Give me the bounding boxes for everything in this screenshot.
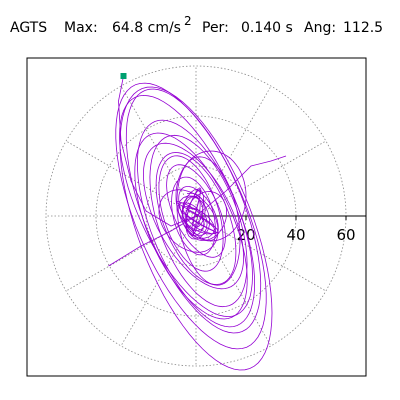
chart-header: AGTS Max: 64.8 cm/s 2 Per: 0.140 s Ang: … [0, 14, 400, 38]
station-code: AGTS [10, 20, 48, 36]
period-value: 0.140 s [241, 20, 293, 36]
grid-spoke-60 [195, 85, 272, 217]
max-label: Max: [64, 20, 98, 36]
orbit-loop-8 [134, 132, 248, 320]
max-unit-exponent: 2 [184, 14, 192, 28]
angle-label: Ang: [304, 20, 337, 36]
orbit-loop-3 [166, 164, 226, 258]
period-label: Per: [202, 20, 229, 36]
orbit-loop-9 [136, 119, 256, 328]
orbit-loop-5 [155, 152, 237, 285]
angle-value: 112.5 [343, 20, 384, 36]
start-marker [120, 73, 127, 79]
orbit-loop-7 [149, 134, 248, 308]
plot-frame [26, 57, 367, 377]
grid-spoke-300 [195, 215, 272, 347]
radial-tick-label-60: 60 [336, 226, 355, 244]
orbit-spike [108, 155, 287, 267]
grid-spoke-240 [120, 215, 197, 347]
orbit-loop-10 [119, 94, 253, 318]
radial-tick-label-40: 40 [286, 226, 305, 244]
grid-spoke-210 [65, 215, 197, 292]
orbit-tail [118, 75, 197, 227]
orbit-loop-15 [176, 156, 241, 286]
orbit-trace [108, 75, 287, 371]
start-marker-group [120, 73, 127, 79]
grid-spoke-30 [195, 140, 327, 217]
orbit-core [175, 187, 220, 240]
orbit-loop-16 [184, 191, 228, 241]
orbit-loop-13 [119, 86, 273, 371]
orbit-loop-1 [178, 186, 219, 241]
orbit-loop-12 [115, 82, 267, 350]
orbit-loop-6 [142, 142, 245, 290]
max-value: 64.8 cm/s [112, 20, 181, 36]
orbit-loop-4 [158, 155, 224, 272]
orbit-loop-14 [175, 150, 247, 242]
grid-spoke-120 [120, 85, 197, 217]
